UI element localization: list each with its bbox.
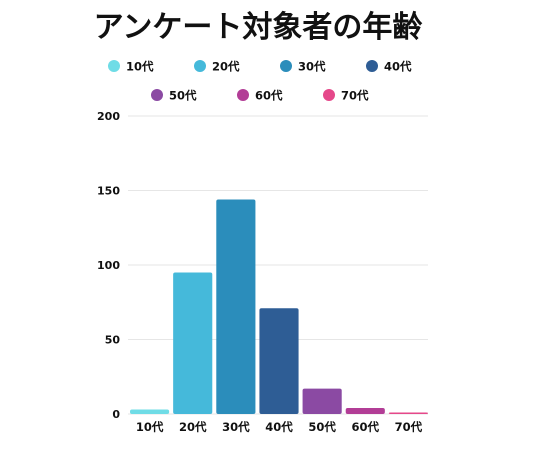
x-tick-label: 20代 [179, 420, 207, 434]
legend-label: 70代 [341, 89, 369, 103]
y-tick-label: 50 [105, 334, 121, 347]
legend-item: 60代 [237, 89, 283, 103]
y-tick-label: 0 [112, 408, 120, 421]
legend-label: 50代 [169, 89, 197, 103]
legend-marker [194, 60, 206, 72]
legend: 10代 20代 30代 40代 50代 60代 70代 [108, 60, 412, 103]
x-tick-label: 10代 [136, 420, 164, 434]
legend-marker [366, 60, 378, 72]
x-tick-label: 40代 [265, 420, 293, 434]
legend-marker [151, 89, 163, 101]
bar-60代 [345, 408, 385, 414]
bars [130, 199, 428, 414]
legend-marker [280, 60, 292, 72]
legend-item: 20代 [194, 60, 240, 74]
bar-40代 [259, 308, 299, 414]
legend-item: 30代 [280, 60, 326, 74]
x-tick-label: 50代 [308, 420, 336, 434]
x-tick-label: 70代 [395, 420, 423, 434]
bar-20代 [173, 272, 213, 414]
legend-marker [323, 89, 335, 101]
y-tick-label: 200 [97, 110, 120, 123]
legend-label: 20代 [212, 60, 240, 74]
bar-10代 [130, 409, 170, 414]
y-tick-label: 100 [97, 259, 120, 272]
legend-item: 70代 [323, 89, 369, 103]
legend-marker [237, 89, 249, 101]
bar-50代 [302, 388, 342, 414]
bar-70代 [388, 412, 428, 414]
legend-label: 10代 [126, 60, 154, 74]
legend-item: 50代 [151, 89, 197, 103]
x-tick-label: 30代 [222, 420, 250, 434]
legend-item: 10代 [108, 60, 154, 74]
x-tick-label: 60代 [352, 420, 380, 434]
x-axis: 10代 20代 30代 40代 50代 60代 70代 [136, 420, 423, 434]
bar-30代 [216, 199, 256, 414]
y-tick-label: 150 [97, 185, 120, 198]
legend-label: 60代 [255, 89, 283, 103]
legend-label: 40代 [384, 60, 412, 74]
legend-item: 40代 [366, 60, 412, 74]
chart-title: アンケート対象者の年齢 [94, 10, 423, 45]
y-axis: 0 50 100 150 200 [97, 110, 120, 421]
legend-label: 30代 [298, 60, 326, 74]
legend-marker [108, 60, 120, 72]
